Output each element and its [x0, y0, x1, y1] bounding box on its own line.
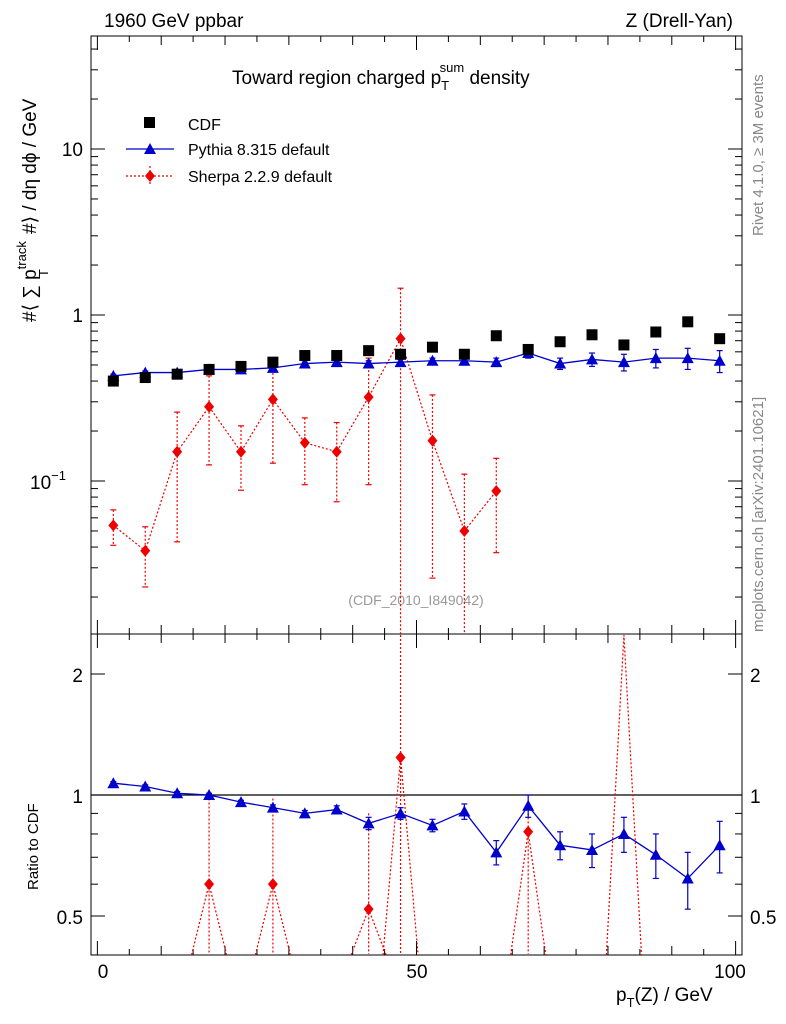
cdf-point: [107, 375, 119, 387]
y-axis-label: #⟨ ∑ ptrackT #⟩ / dη dϕ / GeV: [14, 98, 51, 322]
pythia-ratio-point: [394, 807, 407, 819]
pythia-ratio-point: [586, 843, 599, 855]
sherpa-ratio-point: [523, 825, 534, 838]
pythia-ratio-point: [266, 801, 279, 813]
sherpa-ratio-point: [363, 903, 374, 916]
pythia-point: [713, 354, 726, 366]
mcplots-label: mcplots.cern.ch [arXiv:2401.10621]: [750, 397, 767, 632]
pythia-point: [649, 352, 662, 364]
y-tick-label-10: 10: [62, 140, 83, 161]
pythia-ratio-point: [298, 807, 311, 819]
sherpa-ratio-point: [267, 878, 278, 891]
legend-label-cdf: CDF: [188, 117, 221, 134]
cdf-point: [490, 330, 502, 342]
plot-marks: [91, 36, 742, 956]
pythia-ratio-point: [681, 872, 694, 884]
pythia-point: [394, 356, 407, 368]
pythia-point: [426, 354, 439, 366]
pythia-point: [617, 356, 630, 368]
ratio-tick-label-1: 1: [72, 787, 83, 808]
plot-title: Toward region charged pTsum density: [232, 60, 530, 93]
pythia-ratio-point: [490, 846, 503, 858]
header-right: Z (Drell-Yan): [626, 11, 733, 32]
legend-label-sherpa: Sherpa 2.2.9 default: [188, 169, 333, 186]
cdf-point: [299, 350, 311, 362]
sherpa-ratio-spike: [605, 634, 643, 956]
legend-marker-sherpa: [145, 170, 155, 182]
ratio-tick-label-right-2: 2: [750, 666, 761, 687]
pythia-ratio-line: [113, 782, 721, 880]
header-left: 1960 GeV ppbar: [104, 11, 244, 32]
cdf-point: [618, 339, 630, 351]
pythia-ratio-point: [107, 777, 120, 789]
ratio-tick-label-2: 2: [72, 666, 83, 687]
ratio-tick-label-right-1: 1: [750, 787, 761, 808]
pythia-point: [330, 356, 343, 368]
pythia-ratio-point: [713, 839, 726, 851]
sherpa-ratio-spike: [350, 907, 387, 956]
x-axis-label: pT(Z) / GeV: [616, 985, 713, 1010]
legend-marker-pythia: [144, 143, 156, 154]
pythia-ratio-point: [330, 803, 343, 815]
pythia-point: [586, 353, 599, 365]
pythia-ratio-point: [234, 796, 247, 808]
cdf-point: [267, 356, 279, 368]
legend-marker-cdf: [144, 117, 155, 128]
y-tick-label-1: 1: [72, 306, 83, 327]
cdf-point: [554, 336, 566, 348]
pythia-point: [298, 357, 311, 369]
pythia-point: [554, 357, 567, 369]
cdf-point: [650, 326, 662, 338]
pythia-ratio-point: [522, 799, 535, 811]
cdf-point: [714, 333, 726, 345]
x-tick-label-100: 100: [714, 962, 746, 983]
x-tick-label-0: 0: [98, 962, 109, 983]
cdf-point: [395, 348, 407, 360]
pythia-ratio-point: [649, 848, 662, 860]
cdf-point: [426, 341, 438, 353]
x-tick-label-50: 50: [406, 962, 427, 983]
pythia-point: [362, 357, 375, 369]
cdf-point: [682, 316, 694, 328]
ratio-tick-label-right-0.5: 0.5: [750, 908, 776, 929]
legend-label-pythia: Pythia 8.315 default: [188, 142, 330, 159]
rivet-label: Rivet 4.1.0, ≥ 3M events: [750, 74, 767, 236]
analysis-tag: (CDF_2010_I849042): [348, 592, 483, 608]
pythia-point: [490, 356, 503, 368]
cdf-point: [171, 368, 183, 380]
pythia-point: [681, 352, 694, 364]
cdf-point: [458, 348, 470, 360]
legend: CDF Pythia 8.315 default Sherpa 2.2.9 de…: [126, 117, 333, 186]
ratio-y-label: Ratio to CDF: [25, 803, 42, 890]
cdf-point: [139, 372, 151, 384]
cdf-point: [586, 329, 598, 341]
pythia-ratio-point: [554, 839, 567, 851]
y-tick-label-0.1: 10−1: [30, 468, 66, 494]
pythia-ratio-point: [203, 789, 216, 800]
pythia-ratio-point: [139, 780, 152, 792]
cdf-point: [235, 360, 247, 372]
pythia-ratio-point: [362, 817, 375, 829]
sherpa-ratio-point: [204, 878, 215, 891]
cdf-point: [522, 343, 534, 355]
pythia-ratio-point: [458, 805, 471, 817]
pythia-point: [458, 354, 471, 366]
pythia-ratio-point: [426, 819, 439, 831]
ratio-tick-label-0.5: 0.5: [57, 908, 83, 929]
cdf-point: [363, 345, 375, 357]
cdf-point: [331, 350, 343, 362]
pythia-ratio-point: [617, 827, 630, 839]
cdf-point: [203, 363, 215, 375]
pythia-ratio-point: [171, 787, 184, 799]
sherpa-ratio-point: [395, 751, 406, 764]
